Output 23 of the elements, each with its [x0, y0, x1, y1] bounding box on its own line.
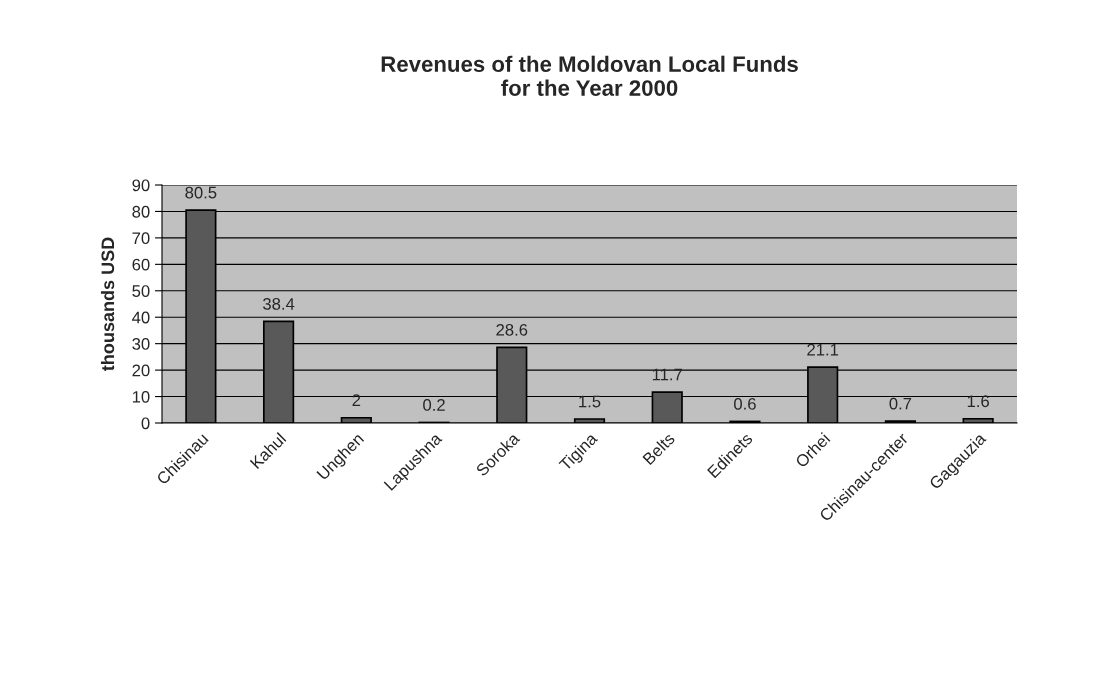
data-label: 28.6 [496, 323, 528, 336]
data-label: 80.5 [185, 186, 217, 199]
y-tick-label: 30 [132, 338, 150, 350]
y-tick-label: 90 [132, 179, 150, 192]
y-axis-title: thousands USD [100, 237, 115, 371]
data-label: 0.6 [734, 397, 756, 410]
chart-title: Revenues of the Moldovan Local Funds for the Year 2000 [381, 55, 798, 96]
y-tick-label: 60 [132, 258, 150, 271]
y-tick-label: 20 [132, 364, 150, 377]
y-tick-label: 50 [132, 285, 150, 297]
data-label: 11.7 [652, 368, 682, 381]
data-label: 0.7 [889, 397, 912, 410]
data-label: 21.1 [807, 343, 839, 356]
data-label: 2 [352, 394, 361, 406]
y-tick-label: 80 [132, 205, 150, 218]
data-label: 1.5 [579, 395, 601, 408]
y-tick-label: 0 [141, 417, 150, 430]
data-label: 0.2 [423, 399, 445, 411]
y-tick-label: 40 [132, 311, 150, 324]
data-label: 1.6 [967, 395, 989, 408]
y-tick-label: 10 [132, 390, 150, 403]
y-tick-label: 70 [132, 232, 150, 245]
data-label: 38.4 [263, 298, 295, 310]
